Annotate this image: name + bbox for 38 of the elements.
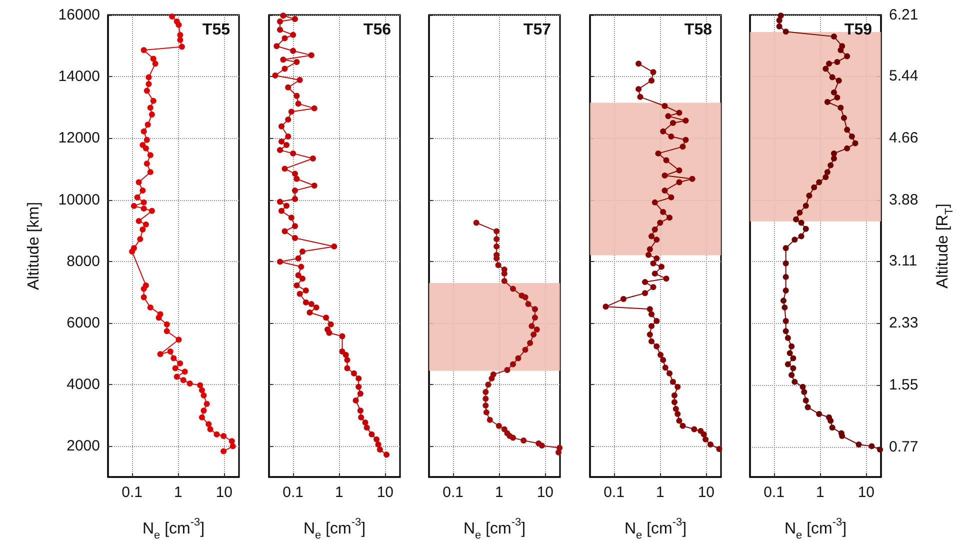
x-tick-label: 1 bbox=[334, 484, 343, 501]
y2-tick-label: 6.21 bbox=[889, 6, 918, 24]
y2-tick-label: 5.44 bbox=[889, 68, 918, 85]
x-tick-label: 1 bbox=[174, 484, 182, 501]
x-tick-label: 10 bbox=[697, 484, 714, 501]
y2-tick-label: 3.11 bbox=[889, 252, 918, 270]
y2-tick-label: 2.33 bbox=[889, 314, 918, 332]
x-tick-label: 0.1 bbox=[603, 484, 624, 501]
y-axis-title: Altitude [km] bbox=[26, 202, 42, 290]
x-tick-label: 10 bbox=[536, 484, 554, 501]
y-tick-label: 2000 bbox=[66, 438, 100, 455]
chart-title: T55 bbox=[202, 22, 230, 38]
y-tick-label: 12000 bbox=[58, 130, 100, 147]
x-tick-label: 0.1 bbox=[442, 484, 464, 501]
x-tick-label: 0.1 bbox=[282, 484, 304, 501]
x-tick-label: 0.1 bbox=[764, 484, 785, 501]
y2-tick-label: 1.55 bbox=[889, 376, 918, 394]
y-tick-label: 16000 bbox=[58, 6, 100, 24]
y-tick-label: 14000 bbox=[58, 68, 100, 86]
y-tick-label: 10000 bbox=[58, 191, 100, 208]
x-tick-label: 10 bbox=[376, 484, 394, 501]
y2-tick-label: 0.77 bbox=[889, 438, 918, 456]
y-tick-label: 4000 bbox=[66, 376, 100, 394]
x-tick-label: 0.1 bbox=[122, 484, 143, 501]
y-tick-label: 8000 bbox=[66, 252, 100, 270]
y-tick-label: 6000 bbox=[66, 314, 100, 332]
x-tick-label: 10 bbox=[858, 484, 875, 501]
x-tick-label: 1 bbox=[494, 484, 504, 501]
y2-axis-title: Altitude [RT] bbox=[934, 204, 956, 288]
chart-title: T58 bbox=[684, 22, 712, 38]
x-tick-label: 1 bbox=[816, 484, 824, 501]
x-tick-label: 10 bbox=[216, 484, 233, 501]
chart-title: T59 bbox=[844, 22, 872, 38]
y2-tick-label: 4.66 bbox=[889, 130, 918, 147]
chart-title: T56 bbox=[362, 22, 391, 38]
y2-tick-label: 3.88 bbox=[889, 191, 918, 208]
chart-title: T57 bbox=[523, 22, 552, 38]
x-tick-label: 1 bbox=[655, 484, 664, 501]
